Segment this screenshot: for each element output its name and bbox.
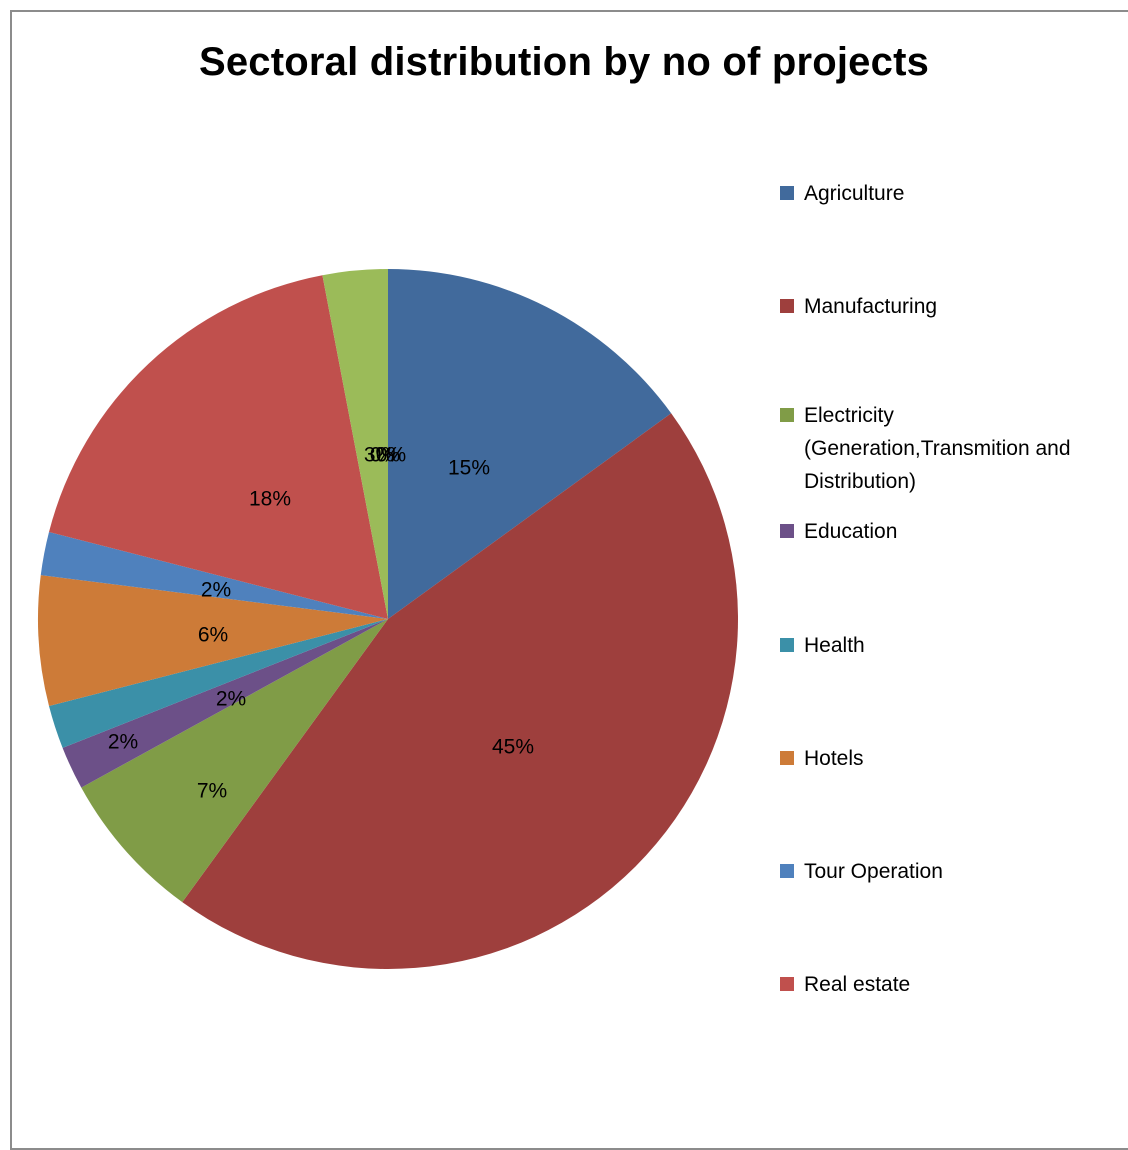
legend-swatch [780,299,794,313]
pie-slice [322,269,388,619]
slice-data-label: 45% [492,736,534,759]
legend-label: Hotels [804,747,864,770]
legend-swatch [780,186,794,200]
slice-data-label: 3% [364,444,394,467]
pie-slice [38,575,389,707]
slice-data-label: 2% [108,731,138,754]
slice-data-label: 2% [216,688,246,711]
slice-data-label: 2% [201,579,231,602]
legend-swatch [780,524,794,538]
slice-data-label: 18% [249,488,291,511]
pie-slice [81,619,388,903]
pie-slice [388,269,672,619]
pie-slice [49,619,388,748]
pie-slice [49,275,388,619]
legend-swatch [780,408,794,422]
chart-title: Sectoral distribution by no of projects [198,40,930,84]
slice-data-label: 0% [370,444,400,467]
slice-data-label: 7% [197,780,227,803]
legend-swatch [780,977,794,991]
legend-label: Electricity (Generation,Transmition and … [804,404,1071,493]
legend-label: Manufacturing [804,295,938,318]
pie-slice [40,531,388,619]
legend-swatch [780,638,794,652]
slice-data-label: 0% [376,444,406,467]
legend: Agriculture Manufacturing Electricity (G… [780,0,1128,1131]
legend-label: Tour Operation [804,860,943,883]
legend-label: Real estate [804,973,911,996]
legend-label: Education [804,520,898,543]
pie-slice [182,413,739,970]
legend-label: Agriculture [804,182,905,205]
legend-label: Health [804,634,865,657]
pie-slice [62,619,388,788]
legend-swatch [780,864,794,878]
slice-data-label: 6% [198,624,228,647]
legend-swatch [780,751,794,765]
slice-data-label: 15% [448,457,490,480]
